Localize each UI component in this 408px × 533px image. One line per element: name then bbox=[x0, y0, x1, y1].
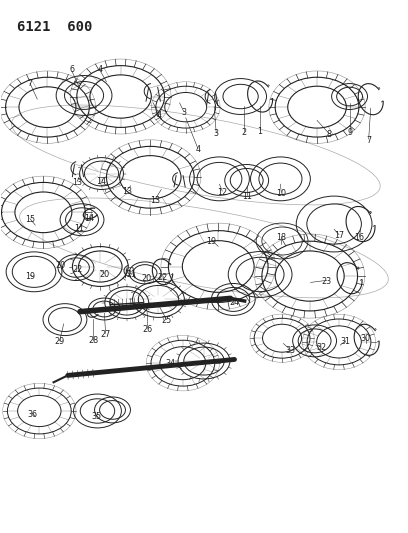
Text: 7: 7 bbox=[27, 79, 33, 88]
Text: 8: 8 bbox=[327, 130, 332, 139]
Text: 11: 11 bbox=[242, 192, 252, 201]
Text: 25: 25 bbox=[162, 316, 172, 325]
Text: 19: 19 bbox=[25, 271, 35, 280]
Text: 13: 13 bbox=[150, 196, 160, 205]
Text: 30: 30 bbox=[361, 334, 371, 343]
Text: 35: 35 bbox=[91, 412, 101, 421]
Text: 29: 29 bbox=[55, 337, 65, 346]
Text: 33: 33 bbox=[285, 346, 295, 355]
Text: 4: 4 bbox=[157, 111, 162, 119]
Text: 18: 18 bbox=[276, 233, 286, 242]
Text: 3: 3 bbox=[181, 108, 186, 117]
Text: 7: 7 bbox=[366, 135, 371, 144]
Text: 10: 10 bbox=[276, 189, 286, 198]
Text: 28: 28 bbox=[89, 336, 98, 345]
Text: 6121  600: 6121 600 bbox=[17, 20, 92, 34]
Text: 20: 20 bbox=[99, 270, 109, 279]
Text: 27: 27 bbox=[100, 330, 111, 339]
Text: 26: 26 bbox=[143, 325, 153, 334]
Text: 17: 17 bbox=[334, 231, 344, 240]
Text: 14: 14 bbox=[84, 214, 94, 223]
Text: 22: 22 bbox=[157, 272, 168, 281]
Text: 4: 4 bbox=[195, 145, 200, 154]
Text: 6: 6 bbox=[69, 66, 74, 75]
Text: 9: 9 bbox=[347, 127, 352, 136]
Text: 13: 13 bbox=[72, 178, 82, 187]
Text: 1: 1 bbox=[257, 126, 263, 135]
Text: 20: 20 bbox=[141, 273, 151, 282]
Text: 22: 22 bbox=[72, 265, 82, 273]
Text: 20: 20 bbox=[56, 261, 66, 270]
Text: 2: 2 bbox=[241, 127, 246, 136]
Text: 36: 36 bbox=[27, 410, 38, 418]
Text: 21: 21 bbox=[126, 270, 137, 279]
Text: 16: 16 bbox=[354, 233, 364, 242]
Text: 4: 4 bbox=[98, 66, 103, 75]
Text: 14: 14 bbox=[97, 177, 106, 186]
Text: 12: 12 bbox=[217, 188, 227, 197]
Text: 3: 3 bbox=[214, 129, 219, 138]
Text: 19: 19 bbox=[206, 237, 216, 246]
Text: 11: 11 bbox=[74, 224, 84, 233]
Text: 23: 23 bbox=[322, 277, 332, 286]
Text: 31: 31 bbox=[341, 337, 350, 346]
Text: 15: 15 bbox=[25, 215, 35, 224]
Text: 34: 34 bbox=[166, 359, 176, 368]
Text: 24: 24 bbox=[229, 298, 239, 307]
Text: 13: 13 bbox=[122, 187, 132, 196]
Text: 32: 32 bbox=[316, 343, 326, 352]
